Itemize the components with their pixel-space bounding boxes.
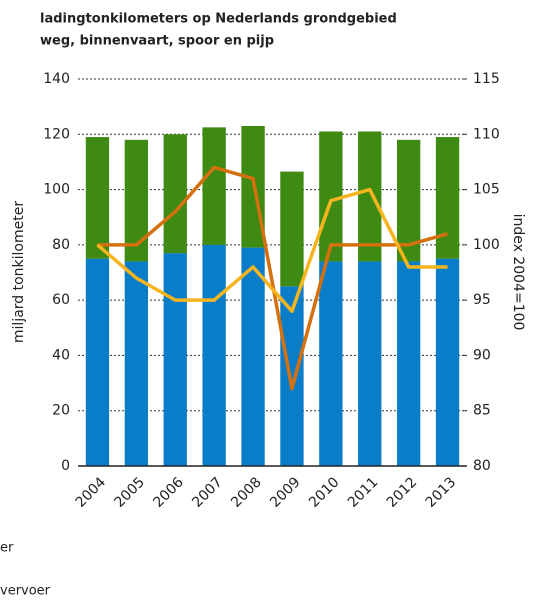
y-tick-label: 80 <box>52 237 70 253</box>
y2-tick-label: 105 <box>473 182 500 198</box>
legend-label: er <box>0 541 14 556</box>
x-tick-label: 2004 <box>73 474 110 511</box>
chart-title: ladingtonkilometers op Nederlands grondg… <box>40 12 397 27</box>
bar <box>85 258 110 466</box>
x-tick-label: 2013 <box>423 474 460 511</box>
y-axis-label: miljard tonkilometer <box>11 201 27 343</box>
x-tick-label: 2010 <box>306 474 343 511</box>
y-tick-label: 60 <box>52 292 70 308</box>
y2-tick-label: 80 <box>473 458 491 474</box>
x-tick-label: 2009 <box>267 474 304 511</box>
y2-tick-label: 100 <box>473 237 500 253</box>
bar <box>358 261 382 466</box>
y2-tick-label: 85 <box>473 403 491 419</box>
legend-label: vervoer <box>0 584 51 599</box>
x-tick-label: 2006 <box>150 474 187 511</box>
bar <box>358 131 382 262</box>
bar <box>435 137 460 259</box>
y-tick-label: 0 <box>61 458 70 474</box>
y-tick-label: 100 <box>43 182 70 198</box>
x-tick-label: 2008 <box>228 474 265 511</box>
bar <box>163 253 187 466</box>
y2-tick-label: 95 <box>473 292 491 308</box>
x-tick-label: 2011 <box>345 474 382 511</box>
y-tick-label: 20 <box>52 403 70 419</box>
bar <box>124 261 149 466</box>
y2-tick-label: 115 <box>473 71 500 87</box>
bar <box>202 127 226 245</box>
bar <box>85 137 110 259</box>
bar <box>124 139 149 262</box>
bar <box>241 247 265 466</box>
bar <box>202 244 226 466</box>
bar <box>319 261 343 466</box>
y-tick-label: 40 <box>52 347 70 363</box>
y-tick-label: 140 <box>43 71 70 87</box>
x-tick-label: 2005 <box>111 474 148 511</box>
y2-tick-label: 90 <box>473 347 491 363</box>
bar <box>280 171 304 287</box>
bar <box>396 261 421 466</box>
bar <box>319 131 343 262</box>
y2-axis-label: index 2004=100 <box>510 214 526 331</box>
line <box>97 165 449 391</box>
y2-tick-label: 110 <box>473 126 500 142</box>
x-tick-label: 2012 <box>384 474 421 511</box>
line <box>96 187 448 313</box>
chart-subtitle: weg, binnenvaart, spoor en pijp <box>40 34 274 49</box>
y-tick-label: 120 <box>43 126 70 142</box>
bar <box>396 139 421 262</box>
bar <box>163 134 187 254</box>
bar <box>280 286 304 466</box>
bar <box>435 258 460 466</box>
x-tick-label: 2007 <box>189 474 226 511</box>
